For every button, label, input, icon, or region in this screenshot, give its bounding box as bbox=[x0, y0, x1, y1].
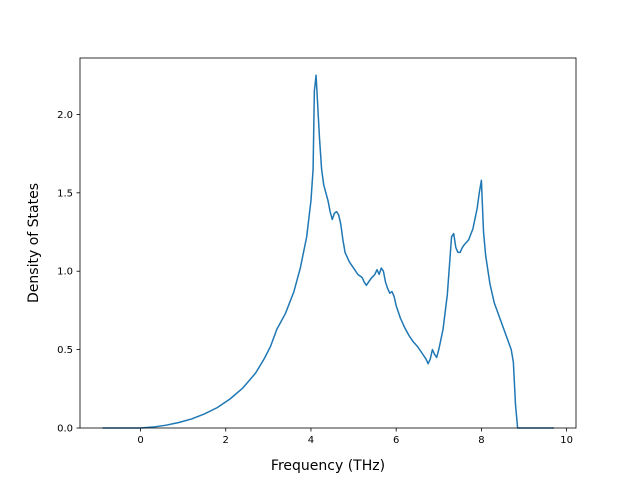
x-axis-label: Frequency (THz) bbox=[271, 458, 385, 474]
y-axis-label: Density of States bbox=[26, 183, 42, 303]
x-tick-label: 0 bbox=[137, 435, 143, 446]
y-axis-ticks: 0.0 0.5 1.0 1.5 2.0 bbox=[57, 110, 80, 435]
y-tick-label: 0.0 bbox=[57, 424, 73, 435]
x-tick-label: 8 bbox=[478, 435, 484, 446]
x-tick-label: 10 bbox=[560, 435, 573, 446]
y-tick-label: 0.5 bbox=[57, 345, 73, 356]
dos-series-line bbox=[102, 74, 554, 429]
y-tick-label: 1.0 bbox=[57, 267, 73, 278]
plot-area bbox=[80, 58, 576, 428]
x-tick-label: 6 bbox=[393, 435, 399, 446]
x-tick-label: 2 bbox=[223, 435, 229, 446]
y-tick-label: 1.5 bbox=[57, 188, 73, 199]
x-axis-ticks: 0 2 4 6 8 10 bbox=[137, 428, 573, 446]
plot-frame bbox=[79, 57, 577, 429]
y-tick-label: 2.0 bbox=[57, 110, 73, 121]
x-tick-label: 4 bbox=[308, 435, 314, 446]
